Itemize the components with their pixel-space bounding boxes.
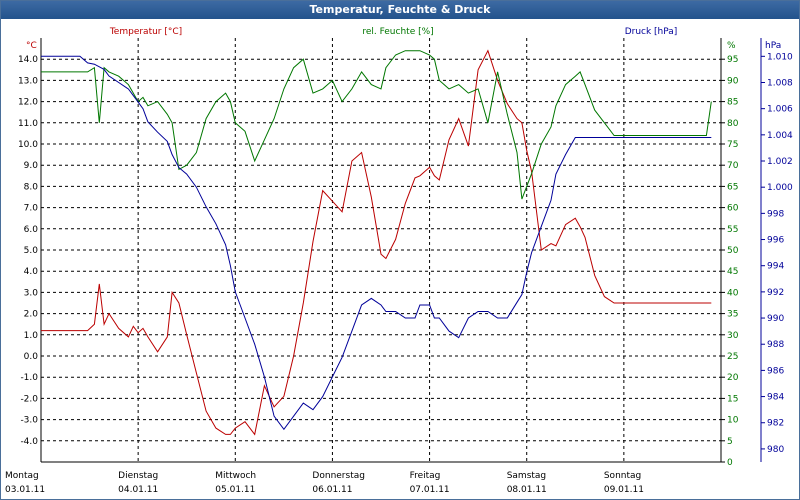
pressure-tick-label: 1.000 [767, 183, 793, 193]
day-date-label: 05.01.11 [215, 485, 255, 495]
temp-tick-label: 10.0 [18, 140, 38, 150]
day-name-label: Donnerstag [312, 471, 365, 481]
pressure-tick-label: 1.006 [767, 105, 793, 115]
pressure-tick-label: 982 [767, 419, 784, 429]
day-name-label: Montag [5, 471, 39, 481]
humidity-tick-label: 20 [727, 373, 739, 383]
temp-tick-label: 0.0 [24, 352, 39, 362]
day-date-label: 04.01.11 [118, 485, 158, 495]
labels: -4.0 -3.0 -2.0 -1.0 0.0 1.0 2.0 3.0 4.0 5.0 6.0 7.0… [5, 27, 793, 495]
humidity-tick-label: 5 [727, 437, 733, 447]
humidity-unit-label: % [727, 41, 736, 51]
temp-tick-label: 4.0 [24, 267, 39, 277]
temp-tick-label: 2.0 [24, 310, 39, 320]
temp-tick-label: 11.0 [18, 119, 38, 129]
temp-tick-label: 6.0 [24, 225, 39, 235]
pressure-tick-label: 1.004 [767, 131, 793, 141]
humidity-tick-label: 55 [727, 225, 738, 235]
day-name-label: Sonntag [604, 471, 641, 481]
humidity-tick-label: 40 [727, 288, 739, 298]
day-date-label: 07.01.11 [410, 485, 450, 495]
temperature-series-line [41, 49, 712, 436]
humidity-tick-label: 30 [727, 331, 739, 341]
day-date-label: 09.01.11 [604, 485, 644, 495]
humidity-tick-label: 25 [727, 352, 738, 362]
temp-tick-label: 1.0 [24, 331, 39, 341]
temp-unit-label: °C [26, 41, 37, 51]
day-name-label: Dienstag [118, 471, 158, 481]
pressure-tick-label: 998 [767, 209, 784, 219]
humidity-tick-label: 80 [727, 119, 739, 129]
temp-tick-label: -3.0 [20, 416, 38, 426]
temp-tick-label: 7.0 [24, 204, 39, 214]
day-name-label: Freitag [410, 471, 441, 481]
day-date-label: 08.01.11 [507, 485, 547, 495]
pressure-tick-label: 1.010 [767, 52, 793, 62]
humidity-tick-label: 50 [727, 246, 739, 256]
pressure-axis-title: Druck [hPa] [625, 27, 678, 37]
temp-tick-label: 5.0 [24, 246, 39, 256]
pressure-series-line [41, 55, 712, 431]
day-name-label: Mittwoch [215, 471, 256, 481]
temp-tick-label: -4.0 [20, 437, 38, 447]
day-date-label: 06.01.11 [312, 485, 352, 495]
pressure-unit-label: hPa [765, 41, 781, 51]
temperature-axis-title: Temperatur [°C] [109, 27, 182, 37]
grid [41, 38, 721, 462]
humidity-tick-label: 70 [727, 161, 739, 171]
axes [40, 38, 765, 463]
day-name-label: Samstag [507, 471, 546, 481]
pressure-tick-label: 996 [767, 236, 784, 246]
pressure-tick-label: 984 [767, 393, 784, 403]
humidity-tick-label: 60 [727, 204, 739, 214]
humidity-tick-label: 0 [727, 458, 733, 468]
humidity-tick-label: 35 [727, 310, 738, 320]
temp-tick-label: -1.0 [20, 373, 38, 383]
humidity-tick-label: 85 [727, 98, 738, 108]
temp-tick-label: 3.0 [24, 288, 39, 298]
pressure-tick-label: 988 [767, 340, 784, 350]
pressure-tick-label: 980 [767, 445, 784, 455]
pressure-tick-label: 986 [767, 366, 784, 376]
window-title: Temperatur, Feuchte & Druck [1, 1, 799, 19]
temp-tick-label: 13.0 [18, 76, 38, 86]
pressure-tick-label: 1.008 [767, 78, 793, 88]
humidity-series-line [41, 50, 712, 200]
series-layer [41, 49, 712, 436]
humidity-tick-label: 90 [727, 76, 739, 86]
humidity-tick-label: 95 [727, 55, 738, 65]
temp-tick-label: 8.0 [24, 182, 39, 192]
humidity-axis-title: rel. Feuchte [%] [362, 27, 433, 37]
pressure-tick-label: 994 [767, 262, 784, 272]
pressure-tick-label: 1.002 [767, 157, 793, 167]
humidity-tick-label: 10 [727, 416, 739, 426]
humidity-tick-label: 65 [727, 182, 738, 192]
humidity-tick-label: 15 [727, 394, 738, 404]
temp-tick-label: -2.0 [20, 394, 38, 404]
humidity-tick-label: 75 [727, 140, 738, 150]
day-date-label: 03.01.11 [5, 485, 45, 495]
temp-tick-label: 9.0 [24, 161, 39, 171]
pressure-tick-label: 990 [767, 314, 784, 324]
humidity-tick-label: 45 [727, 267, 738, 277]
temp-tick-label: 14.0 [18, 55, 38, 65]
temp-tick-label: 12.0 [18, 98, 38, 108]
pressure-tick-label: 992 [767, 288, 784, 298]
